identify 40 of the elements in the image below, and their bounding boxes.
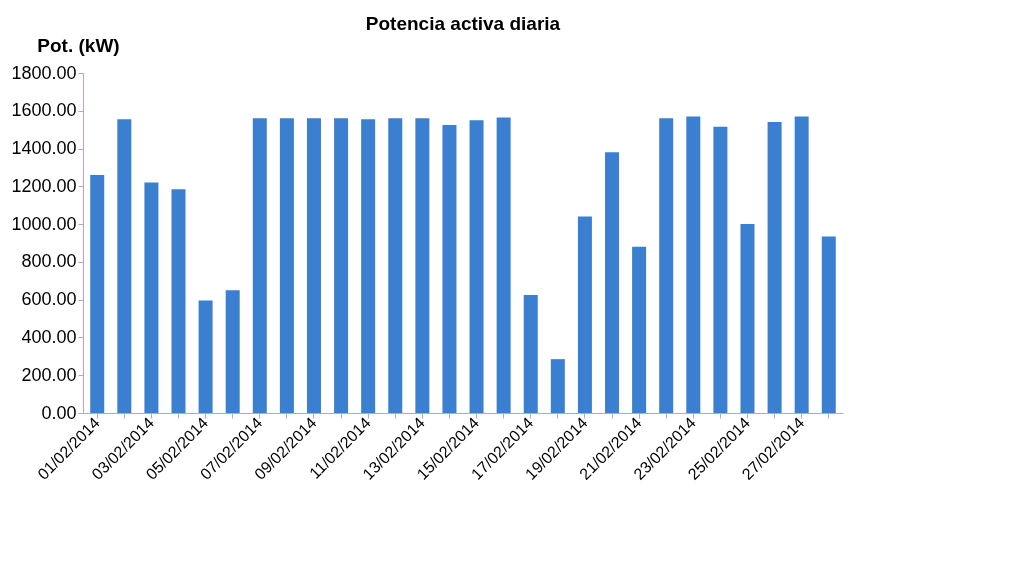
bar: [821, 236, 836, 413]
y-tick-label: 800.00: [21, 251, 77, 272]
bar: [90, 175, 105, 413]
y-tick-label: 600.00: [21, 289, 77, 310]
bar: [469, 120, 484, 413]
bar: [117, 119, 132, 413]
y-tick-label: 400.00: [21, 326, 77, 347]
bar: [442, 124, 457, 413]
bar: [794, 116, 809, 413]
bar: [334, 118, 349, 413]
bar: [306, 118, 321, 413]
bar: [605, 152, 620, 413]
bar: [740, 224, 755, 413]
bar: [388, 118, 403, 413]
bar: [659, 118, 674, 413]
bar: [252, 118, 267, 413]
chart-title: Potencia activa diaria: [365, 13, 561, 34]
bar: [279, 118, 294, 413]
bar: [361, 119, 376, 413]
bar: [632, 246, 647, 413]
bar: [686, 116, 701, 413]
bar: [171, 189, 186, 413]
y-axis-title: Pot. (kW): [37, 34, 120, 56]
bar: [767, 122, 782, 413]
y-tick-label: 1800.00: [11, 62, 77, 83]
bar: [496, 117, 511, 413]
y-tick-label: 1600.00: [11, 100, 77, 121]
bar: [198, 300, 213, 413]
bar: [577, 216, 592, 413]
bar: [225, 290, 240, 413]
y-tick-label: 200.00: [21, 364, 77, 385]
bar: [713, 126, 728, 413]
y-tick-label: 1400.00: [11, 138, 77, 159]
y-tick-label: 1200.00: [11, 175, 77, 196]
y-tick-label: 1000.00: [11, 213, 77, 234]
bar: [523, 294, 538, 413]
bar: [550, 359, 565, 413]
bar: [415, 118, 430, 413]
bar: [144, 182, 159, 413]
y-tick-label: 0.00: [41, 402, 77, 423]
